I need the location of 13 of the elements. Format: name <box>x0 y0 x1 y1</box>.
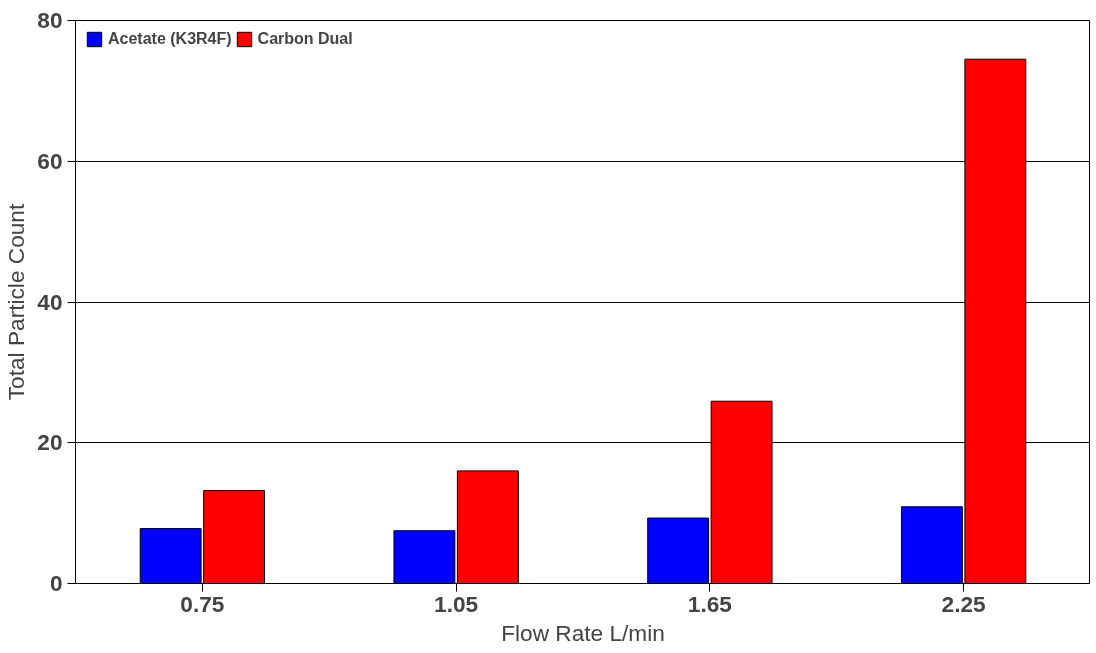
x-tick-label: 0.75 <box>180 590 225 617</box>
x-tick-label: 1.65 <box>687 590 732 617</box>
x-tick-label: 2.25 <box>941 590 986 617</box>
legend-label: Carbon Dual <box>257 30 353 48</box>
y-tick-label: 20 <box>37 429 63 456</box>
x-axis-title: Flow Rate L/min <box>501 619 665 646</box>
y-tick-label: 0 <box>49 570 63 596</box>
y-axis-title: Total Particle Count <box>3 203 30 401</box>
y-tick-label: 40 <box>37 288 63 315</box>
y-tick-label: 80 <box>37 7 63 33</box>
x-tick-label: 1.05 <box>434 590 479 617</box>
legend-label: Acetate (K3R4F) <box>108 30 232 48</box>
y-tick-label: 60 <box>37 147 63 174</box>
